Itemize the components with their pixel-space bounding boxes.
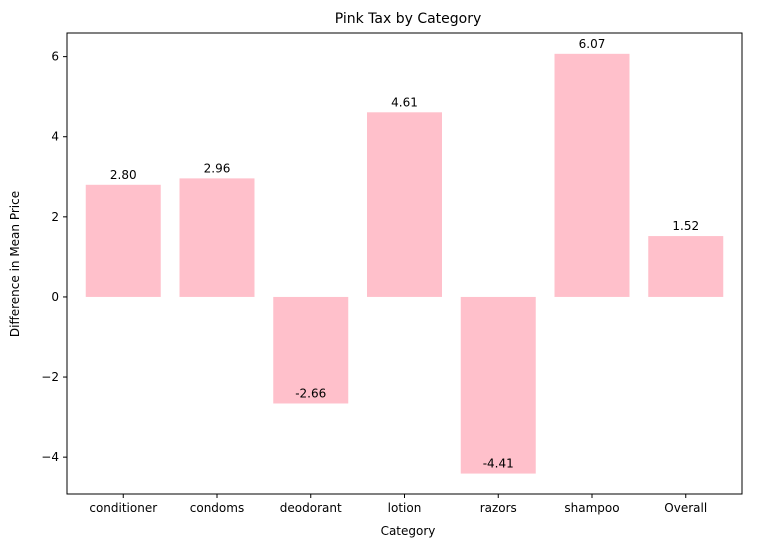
plot-frame (66, 32, 743, 495)
x-tick-label-deodorant: deodorant (280, 501, 342, 515)
y-tick-label: 2 (51, 210, 59, 224)
data-label-deodorant: -2.66 (295, 386, 326, 400)
y-tick-label: 4 (51, 130, 59, 144)
data-label-conditioner: 2.80 (110, 168, 137, 182)
data-label-razors: -4.41 (483, 457, 514, 471)
data-label-condoms: 2.96 (204, 161, 231, 175)
bar-deodorant (273, 296, 349, 404)
bar-lotion (367, 112, 442, 297)
x-tick-label-lotion: lotion (388, 501, 422, 515)
x-tick-label-razors: razors (480, 501, 517, 515)
x-tick-label-condoms: condoms (190, 501, 244, 515)
x-tick-label-overall: Overall (664, 501, 707, 515)
data-label-lotion: 4.61 (391, 95, 418, 109)
y-axis-label: Difference in Mean Price (8, 191, 22, 337)
data-label-shampoo: 6.07 (579, 37, 606, 51)
bar-overall (648, 236, 724, 297)
y-tick-label: −2 (41, 370, 59, 384)
y-tick-label: −4 (41, 450, 59, 464)
x-axis: conditioner condoms deodorant lotion razors s… (89, 494, 707, 515)
y-axis: −4 −2 0 2 4 6 (41, 50, 67, 464)
bar-shampoo (554, 53, 630, 297)
data-labels-group: 2.80 2.96 -2.66 4.61 -4.41 6.07 1.52 (110, 37, 699, 471)
x-tick-label-shampoo: shampoo (564, 501, 619, 515)
data-label-overall: 1.52 (672, 219, 699, 233)
bar-razors (460, 296, 536, 474)
x-axis-label: Category (381, 524, 436, 538)
y-tick-label: 0 (51, 290, 59, 304)
bar-condoms (179, 178, 255, 297)
bar-conditioner (85, 184, 161, 297)
bars-group (85, 53, 724, 474)
y-tick-label: 6 (51, 50, 59, 64)
x-tick-label-conditioner: conditioner (89, 501, 157, 515)
chart-title: Pink Tax by Category (335, 11, 482, 27)
